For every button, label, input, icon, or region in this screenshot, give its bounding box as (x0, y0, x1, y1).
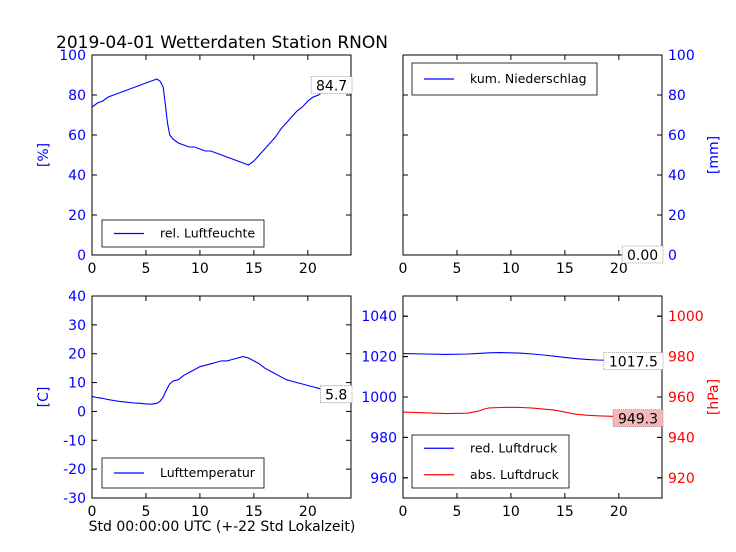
x-tick-label: 15 (245, 261, 263, 277)
annotation-box (612, 409, 664, 428)
y-tick-label: 1020 (361, 350, 397, 366)
x-tick-label: 10 (191, 504, 209, 520)
annotation-value: 0.00 (627, 248, 658, 264)
x-tick-label: 0 (399, 261, 408, 277)
y-tick-label: 0 (77, 248, 86, 264)
y-axis-label: [C] (36, 387, 52, 408)
annotation-box (319, 385, 353, 404)
panel-temperature: 0 5 10 15 20 -30 -20 -10 0 10 20 30 40 [C] 5.8 Lufttemp… (36, 289, 353, 520)
y-tick-label: 940 (668, 430, 695, 446)
x-tick-label: 0 (399, 504, 408, 520)
figure-title: 2019-04-01 Wetterdaten Station RNON (56, 33, 388, 53)
x-tick-label: 15 (556, 504, 574, 520)
y-tick-label: 1000 (361, 390, 397, 406)
y-tick-label: 40 (68, 168, 86, 184)
series-line-rel-luftfeuchte (92, 78, 351, 166)
y-tick-label: 60 (68, 128, 86, 144)
x-tick-label: 0 (88, 504, 97, 520)
y-tick-label: 80 (668, 88, 686, 104)
y-axis-label: [hPa] (706, 379, 722, 415)
y-tick-label: 980 (668, 350, 695, 366)
legend-box (411, 434, 570, 489)
y-tick-label: -10 (63, 433, 86, 449)
x-tick-label: 10 (502, 261, 520, 277)
x-tick-label: 5 (452, 504, 461, 520)
y-tick-label: 20 (68, 208, 86, 224)
y-tick-label: 20 (668, 208, 686, 224)
y-tick-label: -30 (63, 491, 86, 507)
series-group (92, 356, 351, 405)
annotation-box (310, 76, 353, 94)
series-line-lufttemperatur (92, 356, 351, 405)
y-tick-label: 100 (668, 48, 695, 64)
annotation-value: 949.3 (618, 412, 658, 428)
y-tick-label: -20 (63, 462, 86, 478)
y-tick-label: 960 (370, 471, 397, 487)
y-tick-label: 0 (668, 248, 677, 264)
x-tick-label: 15 (556, 261, 574, 277)
y-tick-label: 980 (370, 430, 397, 446)
plot-frame (91, 54, 352, 256)
annotation-box (603, 352, 664, 371)
legend-label: rel. Luftfeuchte (160, 226, 255, 241)
x-tick-label: 0 (88, 261, 97, 277)
x-tick-label: 5 (452, 261, 461, 277)
x-tick-label: 20 (299, 504, 317, 520)
y-tick-label: 960 (668, 390, 695, 406)
legend-label: red. Luftdruck (470, 440, 558, 455)
x-tick-label: 5 (141, 261, 150, 277)
y-tick-label: 1000 (668, 309, 704, 325)
x-tick-label: 20 (610, 504, 628, 520)
y-tick-label: 40 (668, 168, 686, 184)
legend-label: kum. Niederschlag (470, 71, 587, 86)
legend-label: abs. Luftdruck (470, 467, 560, 482)
x-tick-label: 10 (502, 504, 520, 520)
y-tick-label: 40 (68, 289, 86, 305)
series-group (92, 78, 351, 166)
panel-pressure: 0 5 10 15 20 960 980 1000 1020 1040 920 940 960 980 10… (361, 295, 722, 520)
y-tick-label: 10 (68, 376, 86, 392)
legend-label: Lufttemperatur (160, 465, 256, 480)
annotation-box (621, 245, 664, 264)
annotation-value: 5.8 (325, 388, 347, 404)
y-axis-label: [mm] (706, 136, 722, 174)
y-tick-label: 20 (68, 347, 86, 363)
x-tick-label: 15 (245, 504, 263, 520)
y-tick-label: 100 (59, 48, 86, 64)
plot-frame (402, 54, 663, 256)
x-tick-label: 10 (191, 261, 209, 277)
figure-xlabel: Std 00:00:00 UTC (+-22 Std Lokalzeit) (89, 519, 356, 535)
x-tick-label: 20 (610, 261, 628, 277)
x-tick-label: 5 (141, 504, 150, 520)
y-axis-label: [%] (36, 143, 52, 167)
panel-precipitation: 0 5 10 15 20 0 20 40 60 80 100 [mm] 0.00 kum. Nieders… (399, 48, 722, 277)
annotation-value: 84.7 (316, 79, 347, 95)
y-tick-label: 60 (668, 128, 686, 144)
x-tick-label: 20 (299, 261, 317, 277)
y-tick-label: 1040 (361, 309, 397, 325)
y-tick-label: 30 (68, 318, 86, 334)
y-tick-label: 0 (77, 404, 86, 420)
y-tick-label: 920 (668, 471, 695, 487)
y-tick-label: 80 (68, 88, 86, 104)
annotation-value: 1017.5 (609, 355, 658, 371)
panel-humidity: 0 5 10 15 20 0 20 40 60 80 100 [%] 84.7 rel. Luftfeuc… (36, 48, 353, 277)
